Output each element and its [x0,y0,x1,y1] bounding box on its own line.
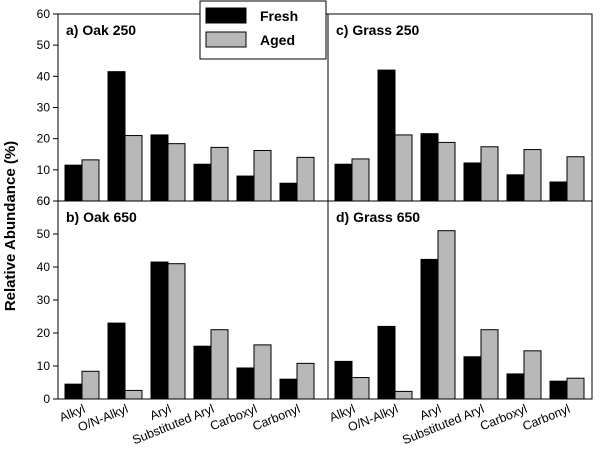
panel-title: b) Oak 650 [66,209,137,225]
bar-fresh-alkyl [334,360,353,400]
panel-a-oak-250: a) Oak 250 0 10 20 30 40 50 60 [37,7,329,208]
bar-fresh-carbonyl [549,181,568,202]
panel-title: c) Grass 250 [336,22,419,38]
bar-fresh-substituted-aryl [193,345,212,400]
panel-frame [57,200,329,400]
bar-aged-carboxyl [253,150,272,202]
bar-fresh-substituted-aryl [463,356,482,400]
bar-aged-carbonyl [566,377,585,400]
x-category-label: Carboxyl [478,402,529,433]
bar-aged-aryl [167,263,186,400]
x-category-label: Carbonyl [520,402,572,434]
bar-fresh-alkyl [64,164,83,202]
bar-aged-substituted-aryl [480,146,499,202]
y-tick-label: 50 [37,38,51,52]
y-tick-label: 60 [37,194,51,208]
bar-aged-alkyl [351,158,370,202]
y-tick-label: 30 [37,101,51,115]
bar-aged-aryl [437,141,456,202]
bar-aged-carbonyl [566,156,585,202]
bar-fresh-aryl [150,261,169,400]
panel-title: d) Grass 650 [336,209,420,225]
legend: Fresh Aged [199,0,327,60]
x-category-label: Carboxyl [208,402,259,433]
legend-label-fresh: Fresh [260,8,298,24]
x-category-label: O/N-Alkyl [76,402,130,435]
bar-aged-alkyl [81,370,100,400]
bar-aged-o-n-alkyl [124,389,143,400]
bar-aged-carboxyl [523,149,542,202]
bar-fresh-carboxyl [506,174,525,202]
x-category-label: Carbonyl [250,402,302,434]
bar-aged-substituted-aryl [210,329,229,400]
panel-frame [327,200,593,400]
bar-fresh-aryl [420,258,439,400]
legend-swatch-aged [205,31,247,48]
bar-aged-o-n-alkyl [394,134,413,202]
y-tick-label: 20 [37,326,51,340]
y-tick-label: 50 [37,227,51,241]
panel-c-grass-250: c) Grass 250 [327,13,593,202]
bar-fresh-substituted-aryl [193,163,212,202]
x-category-label: O/N-Alkyl [346,402,400,435]
bar-fresh-carbonyl [549,380,568,400]
bar-fresh-aryl [420,133,439,202]
bar-aged-carbonyl [296,362,315,400]
bar-fresh-o-n-alkyl [377,69,396,202]
bar-aged-aryl [437,230,456,400]
bar-aged-carboxyl [523,350,542,400]
bar-fresh-alkyl [334,163,353,202]
bar-fresh-o-n-alkyl [377,325,396,400]
y-tick-label: 40 [37,69,51,83]
y-tick-label: 40 [37,260,51,274]
bar-fresh-o-n-alkyl [107,71,126,202]
chart-panels: a) Oak 250 0 10 20 30 40 50 60 c) Grass 250 b) Oa… [37,7,593,448]
y-tick-label: 0 [43,392,50,406]
bar-fresh-o-n-alkyl [107,322,126,400]
panel-title: a) Oak 250 [66,22,136,38]
bar-aged-alkyl [81,159,100,202]
bar-aged-o-n-alkyl [124,135,143,202]
legend-label-aged: Aged [260,32,295,48]
y-tick-label: 20 [37,132,51,146]
bar-aged-o-n-alkyl [394,390,413,400]
bar-fresh-carboxyl [506,373,525,400]
y-axis-label: Relative Abundance (%) [2,141,19,311]
bar-aged-substituted-aryl [210,146,229,202]
bar-fresh-aryl [150,134,169,202]
bar-aged-aryl [167,143,186,202]
legend-swatch-fresh [205,7,247,24]
x-category-label: Substituted Aryl [400,402,486,448]
bar-fresh-carbonyl [279,378,298,400]
bar-aged-substituted-aryl [480,329,499,400]
bar-fresh-alkyl [64,383,83,400]
bar-fresh-substituted-aryl [463,162,482,202]
y-tick-label: 10 [37,359,51,373]
bar-fresh-carbonyl [279,182,298,202]
bar-aged-carboxyl [253,344,272,400]
bar-fresh-carboxyl [236,367,255,400]
y-tick-label: 10 [37,163,51,177]
y-tick-label: 30 [37,293,51,307]
x-category-label: Substituted Aryl [130,402,216,448]
y-tick-label: 0 [43,194,50,208]
bar-aged-alkyl [351,377,370,400]
y-tick-label: 60 [37,7,51,21]
bar-aged-carbonyl [296,156,315,202]
bar-fresh-carboxyl [236,175,255,202]
